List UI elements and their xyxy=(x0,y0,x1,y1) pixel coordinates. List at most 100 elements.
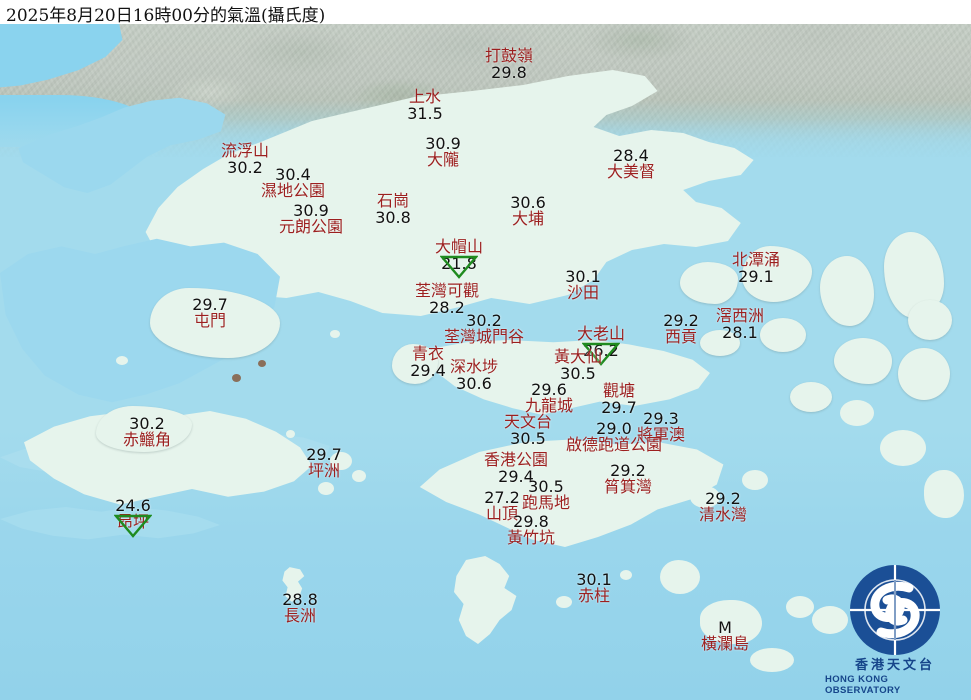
station-name: 荃灣可觀 xyxy=(414,281,480,300)
chek-lap-kok-airport-island xyxy=(96,406,192,452)
station-label: 29.0 啟德跑道公園 xyxy=(566,419,662,455)
station-temperature-value: 29.2 xyxy=(705,489,741,508)
station-temperature-value: 29.0 xyxy=(596,419,632,438)
station-name: 濕地公園 xyxy=(260,181,326,201)
station-name: 筲箕灣 xyxy=(603,477,653,497)
small-island-8 xyxy=(750,648,794,672)
station-label: M 橫瀾島 xyxy=(701,619,749,654)
station-temperature-value: 30.6 xyxy=(510,193,546,212)
station-label: 29.2 清水灣 xyxy=(698,489,748,525)
small-island-4 xyxy=(660,560,700,594)
station-temperature-value: 29.1 xyxy=(738,267,774,287)
station-name: 天文台 xyxy=(503,412,553,431)
station-temperature-value: 30.9 xyxy=(293,201,329,220)
hko-name-zh: 香港天文台 xyxy=(854,658,935,673)
sai-kung-island-5 xyxy=(760,318,806,352)
station-name: 大帽山 xyxy=(434,237,484,256)
station-name: 大美督 xyxy=(606,162,656,182)
station-label: 30.9 大隴 xyxy=(425,134,461,170)
hko-name-en: HONG KONG OBSERVATORY xyxy=(825,674,901,696)
station-label: 香港公園 29.4 xyxy=(483,450,549,486)
station-name: 大隴 xyxy=(426,150,459,170)
title-bar: 2025年8月20日16時00分的氣溫(攝氏度) xyxy=(0,0,971,26)
station-name: 屯門 xyxy=(193,311,226,331)
sai-kung-island-1 xyxy=(680,262,738,304)
station-temperature-value: 29.3 xyxy=(643,409,679,428)
station-label: 30.9 元朗公園 xyxy=(279,201,343,237)
station-name: 深水埗 xyxy=(449,357,499,376)
station-name: 西貢 xyxy=(664,327,697,347)
station-name: 清水灣 xyxy=(698,505,748,525)
station-name: 沙田 xyxy=(566,283,599,303)
station-label: 28.4 大美督 xyxy=(606,146,656,182)
station-label: 29.2 西貢 xyxy=(663,312,699,347)
station-name: 荃灣城門谷 xyxy=(443,327,525,347)
small-island-9 xyxy=(240,446,250,455)
station-name: 大埔 xyxy=(511,209,544,229)
station-temperature-value: 29.8 xyxy=(491,63,527,83)
sai-kung-island-2 xyxy=(742,246,812,302)
station-name: 流浮山 xyxy=(220,141,270,160)
station-temperature-value: 27.2 xyxy=(484,488,520,507)
station-label: 滘西洲 28.1 xyxy=(715,306,765,342)
station-label: 30.5 跑馬地 xyxy=(522,477,570,513)
station-temperature-value: 29.7 xyxy=(192,295,228,314)
station-label: 天文台 30.5 xyxy=(503,412,553,448)
station-name: 香港公園 xyxy=(483,450,549,469)
station-name: 大老山 xyxy=(576,324,626,343)
tsing-yi-island xyxy=(392,344,438,384)
hko-logo: 香港天文台 HONG KONG OBSERVATORY xyxy=(825,565,965,696)
station-temperature-value: 30.2 xyxy=(227,158,263,178)
station-name: 山頂 xyxy=(485,504,518,524)
station-temperature-value: 30.4 xyxy=(275,165,311,184)
small-island-22 xyxy=(556,520,576,536)
station-label: 30.1 沙田 xyxy=(565,268,601,303)
station-name: 滘西洲 xyxy=(715,306,765,325)
station-name: 青衣 xyxy=(411,344,444,363)
station-name: 赤柱 xyxy=(577,586,610,606)
station-temperature-value: 29.7 xyxy=(306,445,342,464)
sai-kung-island-3 xyxy=(820,256,874,326)
station-label: 29.2 筲箕灣 xyxy=(603,461,653,497)
station-temperature-value: 29.2 xyxy=(610,461,646,480)
station-temperature-value: 29.6 xyxy=(531,380,567,399)
station-label: 石崗 30.8 xyxy=(375,192,411,228)
station-label: 30.4 濕地公園 xyxy=(260,165,326,201)
station-name: 北潭涌 xyxy=(731,250,781,269)
station-label: 深水埗 30.6 xyxy=(449,357,499,394)
small-island-17 xyxy=(690,486,720,508)
page-title: 2025年8月20日16時00分的氣溫(攝氏度) xyxy=(6,6,326,26)
small-island-18 xyxy=(742,470,768,490)
station-temperature-value: 28.4 xyxy=(613,146,649,165)
station-label: 27.2 山頂 xyxy=(484,488,520,524)
small-island-12 xyxy=(556,596,572,608)
station-label: 29.6 九龍城 xyxy=(524,380,574,416)
station-label: 流浮山 30.2 xyxy=(220,141,270,178)
station-name: 坪洲 xyxy=(307,461,340,481)
station-temperature-value: 30.5 xyxy=(528,477,564,496)
cheung-chau-island xyxy=(282,567,305,602)
station-label: 29.7 坪洲 xyxy=(306,445,342,481)
tuen-mun-coast xyxy=(150,288,280,358)
small-island-19 xyxy=(880,430,926,466)
small-island-6 xyxy=(786,596,814,618)
station-temperature-value: 30.9 xyxy=(425,134,461,153)
station-label: 青衣 29.4 xyxy=(410,344,446,380)
high-altitude-station-triangle-icon xyxy=(581,342,621,371)
station-temperature-value: 30.1 xyxy=(576,570,612,589)
station-name: 九龍城 xyxy=(524,396,574,416)
small-island-1 xyxy=(330,452,352,470)
high-altitude-station-triangle-icon xyxy=(113,514,153,543)
station-name: 赤鱲角 xyxy=(122,430,172,450)
station-temperature-value: 28.8 xyxy=(282,590,318,609)
station-temperature-value: 28.2 xyxy=(429,298,465,318)
station-temperature-value: 30.6 xyxy=(456,374,492,394)
station-label: 30.6 大埔 xyxy=(510,193,546,229)
station-temperature-value: 29.7 xyxy=(601,398,637,418)
station-temperature-value: 31.5 xyxy=(407,104,443,124)
station-temperature-value: 30.5 xyxy=(560,364,596,384)
station-name: 黃大仙 xyxy=(553,347,603,366)
station-label: 30.2 荃灣城門谷 xyxy=(443,312,525,347)
station-temperature-value: 30.8 xyxy=(375,208,411,228)
station-label: 打鼓嶺 29.8 xyxy=(485,47,533,83)
